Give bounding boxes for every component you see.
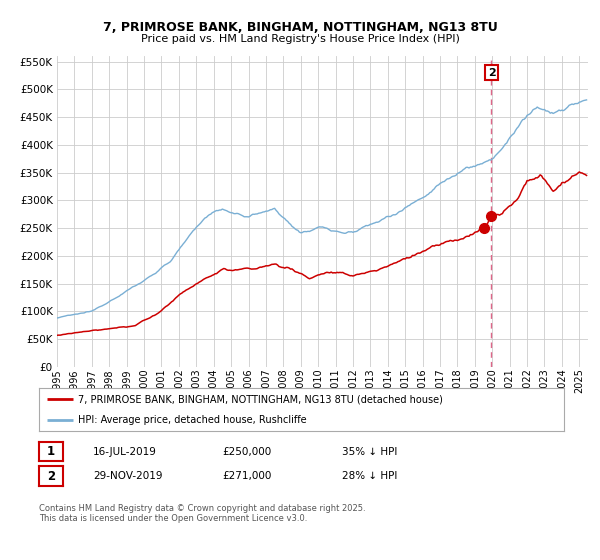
Text: £271,000: £271,000 xyxy=(222,471,271,481)
Text: Contains HM Land Registry data © Crown copyright and database right 2025.
This d: Contains HM Land Registry data © Crown c… xyxy=(39,504,365,524)
Text: 1: 1 xyxy=(47,445,55,459)
Text: 2: 2 xyxy=(47,469,55,483)
Text: 28% ↓ HPI: 28% ↓ HPI xyxy=(342,471,397,481)
Text: HPI: Average price, detached house, Rushcliffe: HPI: Average price, detached house, Rush… xyxy=(79,416,307,425)
Text: Price paid vs. HM Land Registry's House Price Index (HPI): Price paid vs. HM Land Registry's House … xyxy=(140,34,460,44)
Text: 35% ↓ HPI: 35% ↓ HPI xyxy=(342,447,397,457)
Text: 2: 2 xyxy=(488,68,496,78)
Text: 7, PRIMROSE BANK, BINGHAM, NOTTINGHAM, NG13 8TU (detached house): 7, PRIMROSE BANK, BINGHAM, NOTTINGHAM, N… xyxy=(79,394,443,404)
Text: 7, PRIMROSE BANK, BINGHAM, NOTTINGHAM, NG13 8TU: 7, PRIMROSE BANK, BINGHAM, NOTTINGHAM, N… xyxy=(103,21,497,34)
Text: £250,000: £250,000 xyxy=(222,447,271,457)
Text: 16-JUL-2019: 16-JUL-2019 xyxy=(93,447,157,457)
Text: 29-NOV-2019: 29-NOV-2019 xyxy=(93,471,163,481)
